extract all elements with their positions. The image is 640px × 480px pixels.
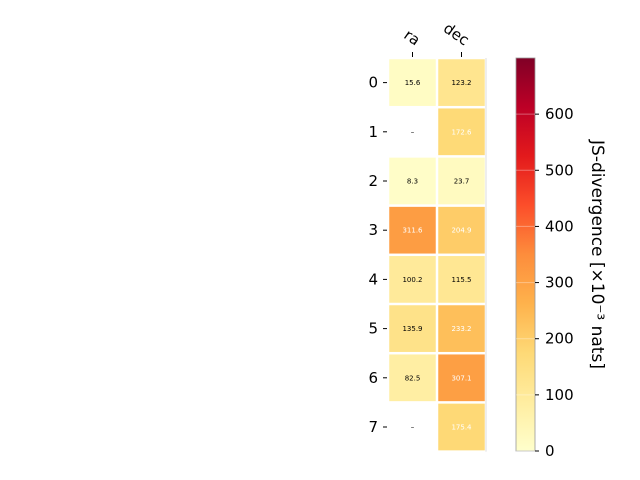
row-tick-label: 1: [368, 123, 378, 141]
colorbar-tick-label: 300: [545, 274, 574, 292]
heatmap-cell: [438, 108, 485, 156]
heatmap-cell: [389, 206, 436, 254]
cell-label: 175.4: [451, 424, 472, 432]
heatmap-cell: [438, 59, 485, 106]
cell-label: 23.7: [454, 178, 470, 186]
row-tick-label: 4: [368, 270, 378, 288]
cell-label: 172.6: [451, 128, 472, 136]
heatmap-grid: 15.6 123.2 – 172.6 8.3 23.7 311.6 204.9 100.2 115…: [368, 19, 487, 452]
column-tick-label: ra: [401, 26, 424, 50]
heatmap-cell: [438, 403, 485, 451]
heatmap-cell: [438, 256, 485, 303]
colorbar-tick-label: 500: [545, 161, 574, 179]
cell-label: 204.9: [451, 227, 471, 235]
row-tick-label: 5: [368, 320, 378, 338]
cell-label: 123.2: [451, 79, 471, 87]
colorbar-label: JS-divergence [×10⁻³ nats]: [587, 139, 607, 369]
heatmap-cell: [389, 354, 436, 402]
heatmap-cell: [389, 256, 436, 303]
cell-label: 307.1: [451, 374, 471, 382]
colorbar-tick-label: 600: [545, 105, 574, 123]
heatmap-cell: [438, 354, 485, 402]
heatmap-cell: [389, 305, 436, 352]
cell-label: 135.9: [402, 325, 422, 333]
cell-label: 233.2: [451, 325, 471, 333]
row-tick-label: 3: [368, 221, 378, 239]
cell-label: 311.6: [402, 227, 423, 235]
colorbar-tick-label: 200: [545, 330, 574, 348]
heatmap-cell: [438, 305, 485, 352]
heatmap-cell: [389, 403, 436, 451]
heatmap-cell: [389, 157, 436, 205]
cell-label: –: [411, 128, 415, 136]
row-tick-label: 6: [368, 369, 378, 387]
heatmap-cell: [438, 206, 485, 254]
cell-label: –: [411, 424, 415, 432]
colorbar-tick-label: 100: [545, 386, 574, 404]
row-tick-label: 7: [368, 418, 378, 436]
cell-label: 100.2: [402, 276, 422, 284]
cell-label: 82.5: [405, 374, 421, 382]
row-tick-label: 2: [368, 172, 378, 190]
cell-label: 8.3: [407, 178, 418, 186]
row-tick-label: 0: [368, 74, 378, 92]
colorbar: 0 100 200 300 400 500 600 JS-divergence [×10⁻³ …: [515, 57, 607, 460]
colorbar-tick-label: 400: [545, 217, 574, 235]
colorbar-tick-label: 0: [545, 442, 555, 460]
colorbar-gradient: [515, 57, 536, 452]
cell-label: 15.6: [405, 79, 421, 87]
heatmap-cell: [389, 59, 436, 106]
column-tick-label: dec: [440, 19, 472, 49]
heatmap-cell: [389, 108, 436, 156]
heatmap-cell: [438, 157, 485, 205]
cell-label: 115.5: [451, 276, 471, 284]
